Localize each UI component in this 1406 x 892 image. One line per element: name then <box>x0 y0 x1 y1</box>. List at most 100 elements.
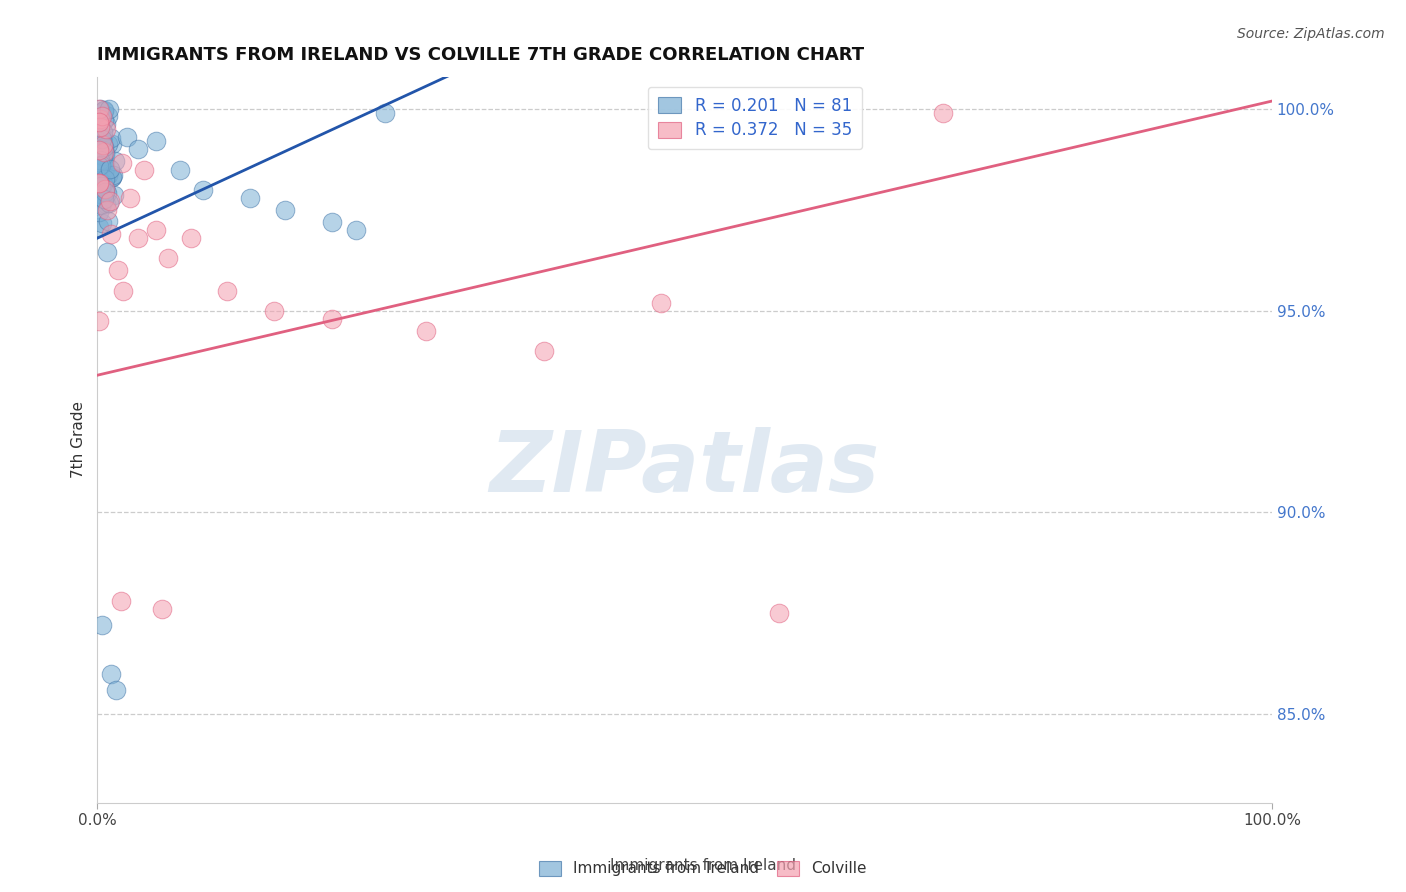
Point <box>91 135 114 149</box>
Point <box>932 106 955 120</box>
Point <box>87 170 110 185</box>
Point <box>97 214 120 228</box>
Point <box>94 117 117 131</box>
Point <box>344 223 367 237</box>
Point <box>93 140 115 154</box>
Point <box>90 179 112 194</box>
Point <box>94 182 117 196</box>
Point <box>274 202 297 217</box>
Point <box>94 161 117 175</box>
Point <box>90 165 112 179</box>
Point <box>90 165 112 179</box>
Point <box>89 176 111 190</box>
Point <box>91 177 114 191</box>
Point <box>94 155 117 169</box>
Point <box>90 146 112 161</box>
Point <box>93 103 115 118</box>
Point <box>115 130 138 145</box>
Point <box>134 162 156 177</box>
Point <box>90 178 112 192</box>
Point <box>374 106 396 120</box>
Point <box>87 143 110 157</box>
Point <box>94 145 117 160</box>
Legend: R = 0.201   N = 81, R = 0.372   N = 35: R = 0.201 N = 81, R = 0.372 N = 35 <box>648 87 862 149</box>
Point <box>93 112 115 127</box>
Point <box>87 176 110 190</box>
Point <box>93 149 115 163</box>
Point <box>87 159 110 173</box>
Point <box>94 121 117 136</box>
Point <box>650 295 672 310</box>
Point <box>239 191 262 205</box>
Point <box>127 231 149 245</box>
Point <box>89 145 111 160</box>
Point <box>321 311 343 326</box>
Point <box>97 195 120 210</box>
Point <box>100 666 122 681</box>
Point <box>112 284 135 298</box>
Point <box>321 215 343 229</box>
Point <box>91 618 114 632</box>
Point <box>104 153 127 168</box>
Point <box>90 110 112 124</box>
Text: ZIPatlas: ZIPatlas <box>489 427 880 510</box>
Point <box>89 102 111 116</box>
Point <box>263 303 285 318</box>
Point <box>150 602 173 616</box>
Point <box>90 198 112 212</box>
Point <box>89 174 111 188</box>
Point <box>91 138 114 153</box>
Point <box>90 109 112 123</box>
Legend: Immigrants from Ireland, Colville: Immigrants from Ireland, Colville <box>533 855 873 882</box>
Point <box>87 110 110 124</box>
Y-axis label: 7th Grade: 7th Grade <box>72 401 86 478</box>
Point <box>91 159 114 173</box>
Point <box>90 158 112 172</box>
Point <box>215 284 238 298</box>
Point <box>180 231 202 245</box>
Point <box>110 594 132 608</box>
Point <box>94 180 117 194</box>
Point <box>87 173 110 187</box>
Point <box>98 102 121 116</box>
Point <box>91 193 114 207</box>
Point <box>145 223 167 237</box>
Point <box>105 682 128 697</box>
Point <box>90 132 112 146</box>
Point <box>145 135 167 149</box>
Point <box>127 143 149 157</box>
Point <box>98 162 121 177</box>
Point <box>97 109 120 123</box>
Point <box>97 136 120 151</box>
Point <box>101 170 124 185</box>
Point <box>93 145 115 160</box>
Point <box>87 205 110 219</box>
Point <box>103 168 125 182</box>
Point <box>94 172 117 186</box>
Point <box>97 168 120 182</box>
Point <box>93 165 115 179</box>
Point <box>100 137 122 152</box>
Point <box>89 112 111 126</box>
Point <box>89 112 111 127</box>
Point <box>90 216 112 230</box>
Point <box>169 162 191 177</box>
Point <box>87 141 110 155</box>
Point <box>91 124 114 138</box>
Point <box>91 187 114 202</box>
Point <box>103 188 125 202</box>
Point <box>98 194 121 209</box>
Point <box>96 244 118 259</box>
Point <box>90 168 112 182</box>
Point <box>94 196 117 211</box>
Text: Source: ZipAtlas.com: Source: ZipAtlas.com <box>1237 27 1385 41</box>
Point <box>91 143 114 157</box>
Point <box>96 202 118 217</box>
Point <box>93 192 115 206</box>
Text: Immigrants from Ireland: Immigrants from Ireland <box>610 858 796 872</box>
Point <box>91 197 114 211</box>
Point <box>91 129 114 144</box>
Point <box>87 161 110 175</box>
Point <box>89 153 111 167</box>
Point <box>533 344 555 359</box>
